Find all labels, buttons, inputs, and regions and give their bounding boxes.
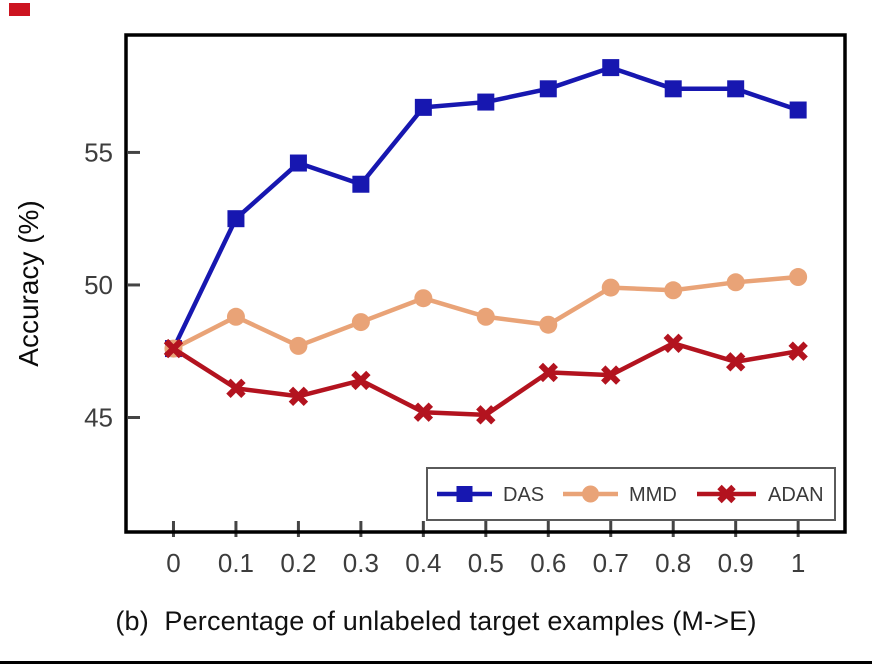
legend-label-adan: ADAN <box>768 484 824 506</box>
adan-marker <box>725 352 746 372</box>
y-tick-label: 45 <box>84 402 113 432</box>
adan-marker <box>226 378 246 399</box>
legend-label-das: DAS <box>503 484 544 506</box>
adan-marker <box>413 402 434 422</box>
adan-line <box>172 341 799 418</box>
mmd-marker <box>289 336 308 355</box>
mmd-marker <box>476 307 495 326</box>
das-marker <box>539 80 557 98</box>
red-corner-mark <box>9 3 30 16</box>
adan-marker <box>288 386 309 406</box>
adan-marker <box>163 338 184 359</box>
x-tick-label: 0.1 <box>218 548 254 578</box>
das-marker <box>789 101 807 119</box>
y-axis-label: Accuracy (%) <box>13 200 44 366</box>
legend-das-marker <box>456 486 473 502</box>
mmd-marker <box>789 268 808 287</box>
bottom-divider-line <box>0 661 872 664</box>
x-tick-label: 0.3 <box>343 548 379 578</box>
x-tick-label: 0.7 <box>593 548 629 578</box>
adan-marker <box>788 341 808 361</box>
mmd-marker <box>226 307 245 326</box>
y-tick-label: 50 <box>84 270 113 300</box>
x-tick-label: 1 <box>791 548 805 578</box>
das-marker <box>352 175 370 193</box>
das-marker <box>289 154 307 172</box>
figure-caption: (b) Percentage of unlabeled target examp… <box>115 606 757 636</box>
x-tick-label: 0.8 <box>655 548 691 578</box>
legend-adan-marker <box>717 484 736 504</box>
legend-box <box>426 467 836 521</box>
das-marker <box>227 210 245 228</box>
y-tick-label: 55 <box>84 137 113 167</box>
legend-label-mmd: MMD <box>629 484 677 506</box>
accuracy-line-chart: 45 50 55 0 0.1 0.2 0.3 0.4 0.5 0.6 0.7 0.8 0.9 1 Accur… <box>13 33 847 578</box>
das-marker <box>477 93 495 111</box>
x-tick-label: 0 <box>166 548 180 578</box>
das-marker <box>664 80 682 98</box>
adan-marker <box>476 405 496 425</box>
adan-marker <box>538 362 558 383</box>
x-tick-label: 0.9 <box>718 548 754 578</box>
mmd-marker <box>539 315 558 334</box>
plot-frame <box>124 33 847 534</box>
das-marker <box>727 80 745 98</box>
adan-marker <box>351 370 371 391</box>
x-tick-label: 0.2 <box>280 548 316 578</box>
mmd-marker <box>664 281 683 300</box>
adan-marker <box>663 333 683 353</box>
adan-marker <box>601 365 621 385</box>
mmd-marker <box>726 273 745 292</box>
x-tick-label: 0.6 <box>530 548 566 578</box>
x-tick-label: 0.4 <box>405 548 441 578</box>
das-marker <box>414 98 432 116</box>
das-marker <box>602 59 620 77</box>
mmd-marker <box>414 289 433 308</box>
mmd-marker <box>601 278 620 297</box>
x-tick-label: 0.5 <box>468 548 504 578</box>
legend-mmd-marker <box>582 485 599 503</box>
mmd-marker <box>351 313 370 332</box>
